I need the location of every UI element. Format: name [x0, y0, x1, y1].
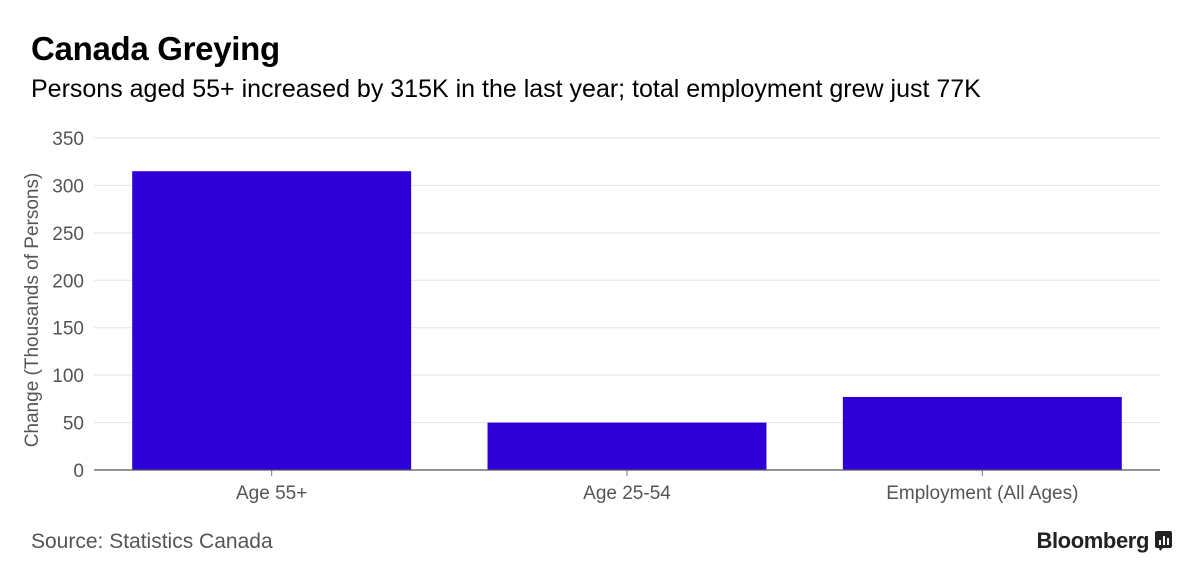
y-axis-label: Change (Thousands of Persons) [22, 173, 43, 448]
y-tick-label: 100 [52, 366, 84, 387]
bar [487, 422, 767, 470]
y-tick-label: 200 [52, 271, 84, 292]
chart-subtitle: Persons aged 55+ increased by 315K in th… [31, 75, 981, 103]
source-note: Source: Statistics Canada [31, 530, 273, 553]
x-tick-label: Age 55+ [236, 483, 307, 504]
x-tick-label: Age 25-54 [583, 483, 671, 504]
bloomberg-chart-icon [1155, 531, 1172, 551]
x-tick-label: Employment (All Ages) [886, 483, 1078, 504]
y-tick-label: 250 [52, 224, 84, 245]
y-tick-label: 50 [63, 414, 84, 435]
brand-name: Bloomberg [1036, 528, 1149, 553]
y-tick-label: 150 [52, 319, 84, 340]
tick-labels: 0 50 100 150 200 250 300 350 Age 55+ Age 25-54 Emp… [52, 129, 1078, 504]
y-tick-label: 350 [52, 129, 84, 150]
bars [132, 171, 1122, 470]
chart-title: Canada Greying [31, 30, 280, 67]
y-tick-label: 0 [73, 461, 84, 482]
bar [132, 171, 412, 470]
bar [842, 396, 1122, 470]
brand-logo: Bloomberg [1036, 528, 1172, 554]
y-tick-label: 300 [52, 176, 84, 197]
axes [94, 469, 1160, 476]
